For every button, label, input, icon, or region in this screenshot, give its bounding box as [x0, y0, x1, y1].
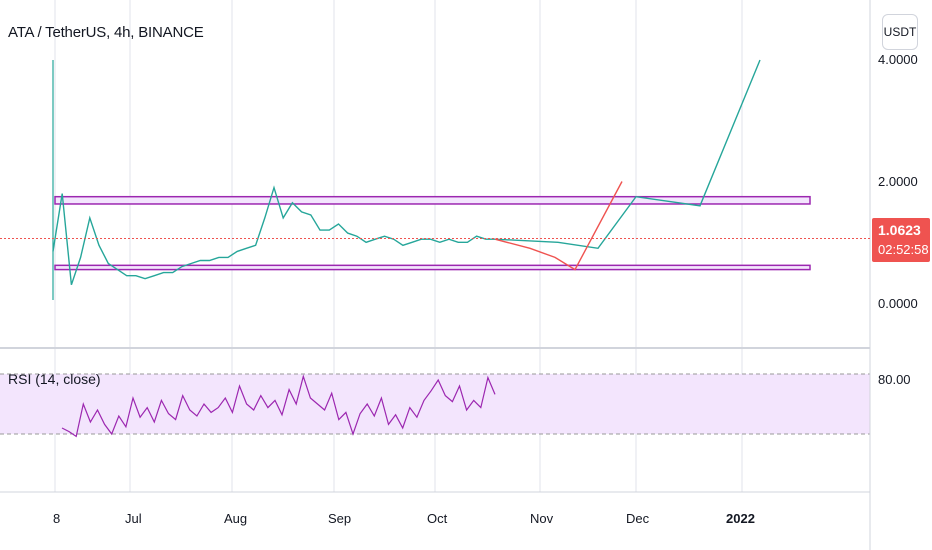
support-resistance-zones — [55, 197, 810, 270]
last-price-tag: 1.0623 02:52:58 — [872, 218, 930, 262]
bar-countdown: 02:52:58 — [878, 242, 929, 257]
rsi-panel — [0, 374, 870, 436]
zone-1 — [55, 265, 810, 269]
rsi-band — [0, 374, 870, 434]
bear-projection — [495, 182, 622, 270]
zone-0 — [55, 197, 810, 204]
time-label-sep: Sep — [328, 511, 351, 526]
time-label-jul: Jul — [125, 511, 142, 526]
rsi-80-label: 80.00 — [878, 372, 911, 387]
time-label-aug: Aug — [224, 511, 247, 526]
time-label-nov: Nov — [530, 511, 553, 526]
time-label-2022: 2022 — [726, 511, 755, 526]
last-price-value: 1.0623 — [878, 222, 921, 238]
price-series — [53, 60, 495, 300]
time-label-8: 8 — [53, 511, 60, 526]
currency-button[interactable]: USDT — [882, 14, 918, 50]
price-label-4: 4.0000 — [878, 52, 918, 67]
chart-title: ATA / TetherUS, 4h, BINANCE — [8, 24, 204, 41]
time-label-dec: Dec — [626, 511, 649, 526]
time-label-oct: Oct — [427, 511, 447, 526]
price-label-2: 2.0000 — [878, 174, 918, 189]
bull-projection — [495, 60, 760, 248]
price-label-0: 0.0000 — [878, 296, 918, 311]
rsi-title: RSI (14, close) — [8, 371, 101, 387]
